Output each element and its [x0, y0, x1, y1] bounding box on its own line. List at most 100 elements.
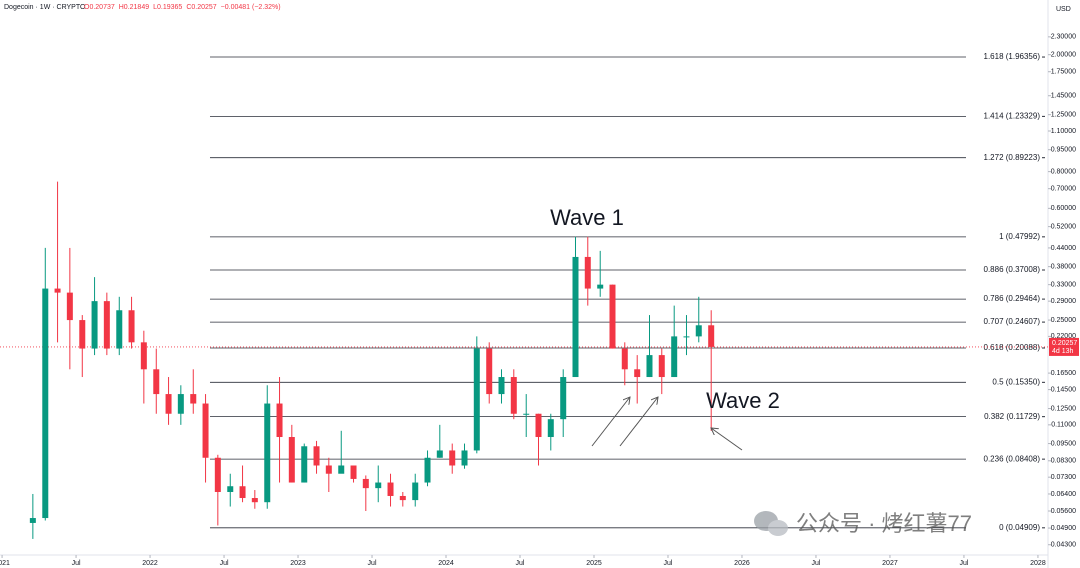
- y-tick-label: 0.04900: [1051, 525, 1076, 532]
- candle-body: [634, 369, 641, 378]
- y-tick-label: 0.06400: [1051, 491, 1076, 498]
- y-tick-label: 0.14500: [1051, 386, 1076, 393]
- last-price-label: 0.20257: [1052, 340, 1077, 347]
- ohlc-value: C0.20257: [186, 4, 216, 11]
- y-tick-label: 1.25000: [1051, 112, 1076, 119]
- ohlc-value: −0.00481 (−2.32%): [221, 4, 281, 11]
- y-tick-label: 0.29000: [1051, 298, 1076, 305]
- y-tick-label: 0.08300: [1051, 458, 1076, 465]
- fib-label: 1.272 (0.89223): [984, 153, 1041, 162]
- arrow: [619, 397, 658, 447]
- watermark-icon: [768, 520, 788, 536]
- candle-body: [325, 465, 332, 474]
- x-tick-label: 2021: [0, 560, 10, 567]
- y-tick-label: 0.70000: [1051, 186, 1076, 193]
- y-tick-label: 0.16500: [1051, 370, 1076, 377]
- candle-body: [597, 284, 604, 289]
- candle-body: [313, 446, 320, 466]
- x-tick-label: 2024: [438, 560, 454, 567]
- candle-body: [683, 336, 690, 338]
- candle-body: [190, 394, 197, 404]
- y-tick-label: 2.00000: [1051, 52, 1076, 59]
- x-tick-label: 2025: [586, 560, 602, 567]
- candle-body: [177, 394, 184, 414]
- candle-body: [584, 256, 591, 289]
- x-tick-label: Jul: [368, 560, 377, 567]
- candle-body: [350, 465, 357, 479]
- candle-body: [276, 403, 283, 438]
- fib-label: 1.618 (1.96356): [984, 52, 1041, 61]
- watermark-group: 公众号 · 烤红薯77: [754, 511, 972, 536]
- candle-body: [473, 348, 480, 451]
- axes: 2.30000 2.00000 1.75000 1.45000 1.25000 1.100…: [0, 34, 1079, 567]
- y-tick-label: 0.09500: [1051, 440, 1076, 447]
- x-tick-label: Jul: [811, 560, 820, 567]
- y-tick-label: 0.80000: [1051, 168, 1076, 175]
- annotation: Wave 2: [706, 388, 780, 413]
- annotation: Wave 1: [550, 205, 624, 230]
- candle-body: [362, 478, 369, 489]
- candle-body: [436, 450, 443, 458]
- x-tick-label: 2022: [142, 560, 158, 567]
- currency: USD: [1056, 6, 1071, 13]
- candle-body: [461, 450, 468, 466]
- candle-body: [202, 403, 209, 458]
- y-tick-label: 0.04300: [1051, 542, 1076, 549]
- candle-body: [301, 446, 308, 483]
- candle-body: [29, 518, 36, 523]
- candle-body: [708, 325, 715, 347]
- fib-label: 0.5 (0.15350): [992, 377, 1040, 386]
- candle-body: [658, 355, 665, 378]
- x-tick-label: Jul: [220, 560, 229, 567]
- x-tick-label: 2023: [290, 560, 306, 567]
- y-tick-label: 0.38000: [1051, 263, 1076, 270]
- candle-body: [449, 450, 456, 466]
- candle-body: [251, 498, 258, 503]
- fib-label: 1 (0.47992): [999, 232, 1040, 241]
- x-tick-label: Jul: [664, 560, 673, 567]
- y-tick-label: 0.95000: [1051, 147, 1076, 154]
- fib-label: 0.786 (0.29464): [984, 294, 1041, 303]
- candle-body: [523, 413, 530, 415]
- levels: 1.618 (1.96356) 1.414 (1.23329) 1.272 (0.8…: [0, 52, 1048, 532]
- candles: [29, 181, 715, 539]
- candle-body: [264, 403, 271, 503]
- fib-label: 0.707 (0.24607): [984, 317, 1041, 326]
- y-tick-label: 2.30000: [1051, 34, 1076, 41]
- candle-body: [42, 288, 49, 519]
- x-tick-label: Jul: [516, 560, 525, 567]
- ohlc-value: L0.19365: [153, 4, 182, 11]
- candle-body: [239, 486, 246, 499]
- candle-body: [66, 292, 73, 321]
- candle-body: [375, 482, 382, 489]
- fib-label: 0.382 (0.11729): [984, 412, 1040, 421]
- y-tick-label: 0.07300: [1051, 474, 1076, 481]
- candle-body: [54, 288, 61, 293]
- candle-body: [486, 348, 493, 395]
- ohlc-value: H0.21849: [119, 4, 149, 11]
- candle-body: [535, 413, 542, 438]
- candle-body: [412, 482, 419, 501]
- y-tick-label: 0.25000: [1051, 317, 1076, 324]
- arrow: [591, 397, 630, 447]
- candle-body: [695, 325, 702, 337]
- y-tick-label: 0.33000: [1051, 281, 1076, 288]
- candle-body: [338, 465, 345, 474]
- x-tick-label: Jul: [72, 560, 81, 567]
- candle-body: [671, 336, 678, 378]
- x-tick-label: 2028: [1030, 560, 1046, 567]
- candle-body: [609, 284, 616, 349]
- fib-label: 0.236 (0.08408): [984, 454, 1041, 463]
- candle-body: [646, 355, 653, 378]
- x-tick-label: Jul: [959, 560, 968, 567]
- candle-body: [227, 486, 234, 492]
- candle-body: [153, 369, 160, 395]
- fib-label: 1.414 (1.23329): [984, 112, 1041, 121]
- candle-body: [91, 301, 98, 349]
- candle-body: [79, 320, 86, 349]
- ohlc-value: O0.20737: [84, 4, 115, 11]
- candle-body: [547, 419, 554, 438]
- fib-label: 0 (0.04909): [999, 523, 1040, 532]
- candle-body: [498, 377, 505, 395]
